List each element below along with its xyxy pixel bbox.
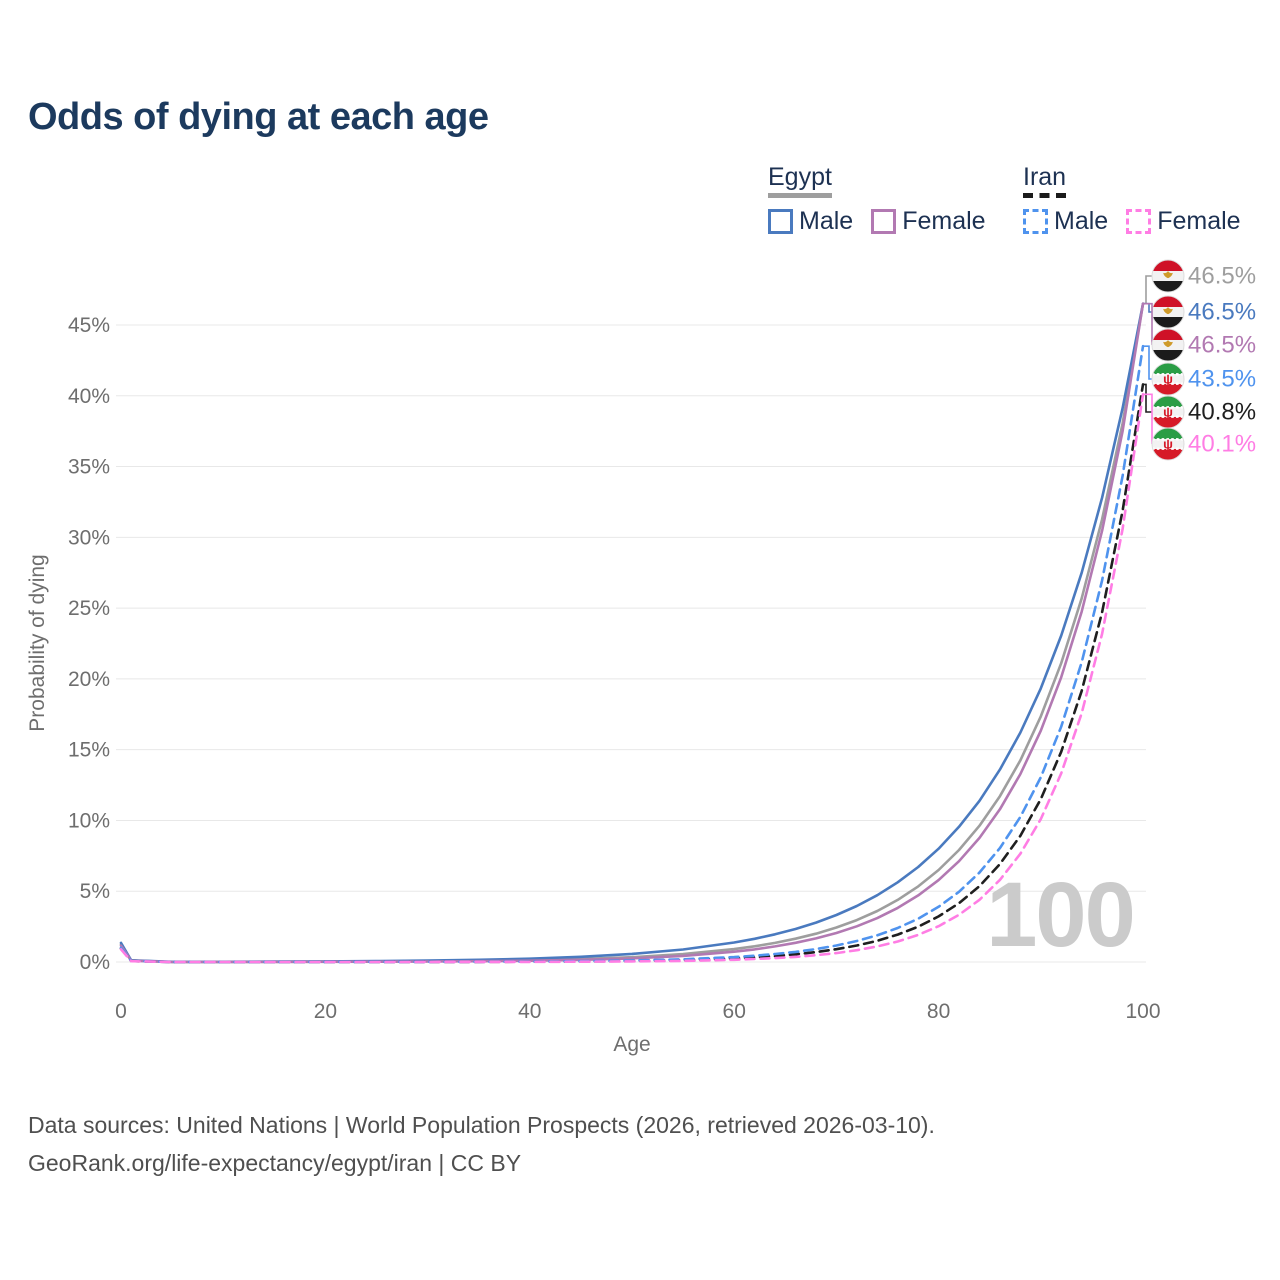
y-tick-label: 5% bbox=[80, 880, 110, 903]
line-iran-female bbox=[119, 393, 1145, 964]
label-connector bbox=[1143, 345, 1152, 380]
svg-text:ψ: ψ bbox=[1163, 437, 1173, 452]
x-axis-title: Age bbox=[613, 1033, 650, 1056]
end-value-label: 40.1% bbox=[1188, 431, 1256, 458]
y-tick-label: 0% bbox=[80, 951, 110, 974]
egypt-female-swatch-icon bbox=[871, 209, 897, 234]
footer-sources-line: Data sources: United Nations | World Pop… bbox=[28, 1112, 935, 1138]
x-tick-label: 20 bbox=[314, 1000, 337, 1023]
iran-flag-icon: ψ bbox=[1151, 427, 1185, 461]
label-connector bbox=[1143, 302, 1153, 345]
legend-item-egypt-female[interactable]: Female bbox=[871, 207, 986, 236]
line-egypt-female bbox=[119, 302, 1145, 964]
y-axis-title: Probability of dying bbox=[26, 554, 49, 731]
x-tick-label: 0 bbox=[115, 1000, 127, 1023]
iran-flag-icon: ψ bbox=[1151, 362, 1185, 396]
iran-female-swatch-icon bbox=[1126, 209, 1152, 234]
x-tick-label: 40 bbox=[518, 1000, 541, 1023]
y-tick-label: 25% bbox=[68, 597, 110, 620]
egypt-flag-icon bbox=[1151, 259, 1185, 293]
egypt-flag-icon bbox=[1151, 295, 1185, 329]
y-tick-label: 40% bbox=[68, 385, 110, 408]
y-tick-label: 45% bbox=[68, 314, 110, 337]
footer-attribution-line: GeoRank.org/life-expectancy/egypt/iran |… bbox=[28, 1150, 522, 1176]
age-counter-watermark: 100 bbox=[986, 864, 1134, 966]
svg-text:ψ: ψ bbox=[1163, 372, 1173, 387]
legend-label: Male bbox=[1054, 207, 1109, 235]
legend-item-iran-male[interactable]: Male bbox=[1023, 207, 1108, 236]
end-value-label: 40.8% bbox=[1188, 399, 1256, 426]
y-tick-label: 20% bbox=[68, 668, 110, 691]
label-connector bbox=[1143, 275, 1152, 305]
svg-text:ψ: ψ bbox=[1163, 405, 1173, 420]
y-tick-label: 10% bbox=[68, 809, 110, 832]
end-value-label: 43.5% bbox=[1188, 366, 1256, 393]
egypt-male-swatch-icon bbox=[768, 209, 793, 234]
end-annotations: 46.5% 46.5% 46.5% ψ 43.5% ψ 40.8% ψ 40.1% bbox=[1143, 259, 1256, 461]
gridlines: 0% 5% 10% 15% 20% 25% 30% 35% 40% 45% 0 20 40 60 80 100 bbox=[68, 314, 1161, 1023]
line-iran-male bbox=[119, 344, 1145, 964]
end-value-label: 46.5% bbox=[1188, 263, 1256, 290]
legend-country-egypt: Egypt bbox=[768, 164, 832, 198]
label-connector bbox=[1143, 302, 1152, 313]
legend-label: Male bbox=[799, 207, 854, 235]
label-connector bbox=[1143, 383, 1152, 413]
y-tick-label: 15% bbox=[68, 739, 110, 762]
iran-flag-icon: ψ bbox=[1151, 395, 1185, 429]
legend-item-egypt-male[interactable]: Male bbox=[768, 207, 853, 236]
x-tick-label: 80 bbox=[927, 1000, 950, 1023]
legend-country-iran: Iran bbox=[1023, 164, 1067, 198]
legend-group-iran: Iran Male Female bbox=[1023, 164, 1241, 236]
data-source-footer: Data sources: United Nations | World Pop… bbox=[28, 1106, 935, 1182]
x-tick-label: 60 bbox=[723, 1000, 746, 1023]
end-value-label: 46.5% bbox=[1188, 332, 1256, 359]
label-connector bbox=[1143, 393, 1153, 444]
legend-label: Female bbox=[902, 207, 986, 235]
y-tick-label: 35% bbox=[68, 456, 110, 479]
x-tick-label: 100 bbox=[1125, 1000, 1160, 1023]
legend-label: Female bbox=[1157, 207, 1241, 235]
end-value-label: 46.5% bbox=[1188, 299, 1256, 326]
legend-item-iran-female[interactable]: Female bbox=[1126, 207, 1241, 236]
iran-male-swatch-icon bbox=[1023, 209, 1048, 234]
egypt-flag-icon bbox=[1151, 328, 1185, 362]
y-tick-label: 30% bbox=[68, 526, 110, 549]
page-title: Odds of dying at each age bbox=[28, 96, 489, 138]
legend-group-egypt: Egypt Male Female bbox=[768, 164, 986, 236]
series-lines bbox=[119, 302, 1145, 964]
line-iran-total bbox=[119, 383, 1145, 964]
